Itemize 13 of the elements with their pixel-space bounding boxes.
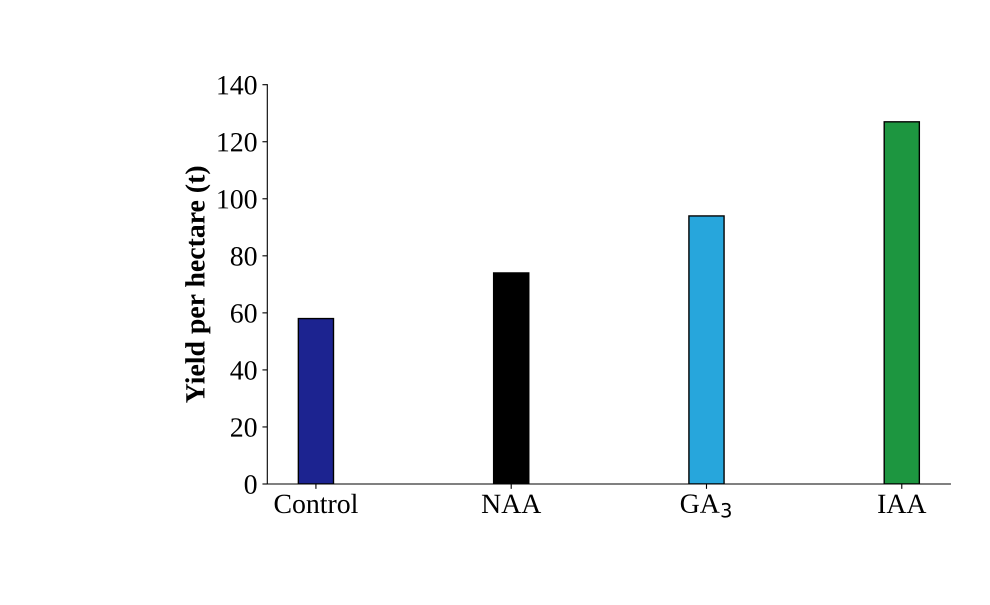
y-tick-label: 20 xyxy=(231,418,257,437)
x-tick-label: IAA xyxy=(878,494,926,513)
y-tick-label: 40 xyxy=(230,361,257,380)
y-tick-label: 100 xyxy=(218,190,257,209)
y-tick-label: 140 xyxy=(218,76,257,95)
x-tick-label: NAA xyxy=(482,494,542,513)
y-tick-label: 120 xyxy=(218,132,257,152)
y-tick-label: 0 xyxy=(244,475,257,494)
y-tick-label: 60 xyxy=(230,304,257,323)
x-tick-label: Control xyxy=(274,494,358,514)
y-tick-label: 80 xyxy=(230,246,257,266)
y-axis-title: Yield per hectare (t) xyxy=(185,166,210,403)
x-tick-label: GA$_{3}$ xyxy=(680,494,731,518)
